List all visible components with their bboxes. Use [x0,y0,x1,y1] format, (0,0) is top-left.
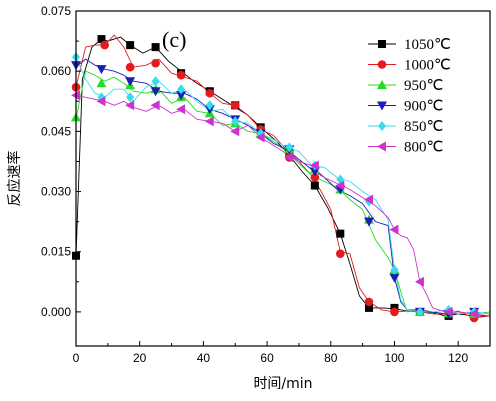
data-point-4 [231,116,240,127]
x-tick-label: 40 [197,351,211,365]
data-point-5 [96,96,106,107]
legend-marker [378,121,386,131]
legend: 1050℃ 1000℃ 950℃ 900℃ 850℃ 800℃ [368,37,451,156]
y-tick-label: 0.060 [41,64,71,78]
data-point-5 [443,306,453,317]
data-point-4 [415,306,424,317]
y-tick-label: 0.045 [41,124,71,138]
data-point-5 [363,194,373,205]
data-point-0 [97,35,106,44]
legend-marker [377,101,387,111]
data-point-0 [336,229,345,238]
data-point-5 [335,180,345,191]
data-point-4 [126,92,135,103]
data-point-5 [389,224,399,235]
plot-markers [71,35,480,323]
data-point-1 [390,307,399,317]
x-tick-label: 0 [73,351,80,365]
data-point-5 [309,160,319,171]
data-point-3 [363,217,374,227]
data-point-3 [96,65,107,75]
data-point-4 [151,76,160,87]
data-point-1 [205,88,215,98]
data-point-5 [230,126,240,137]
data-point-3 [150,87,161,97]
data-point-1 [100,40,109,50]
data-point-5 [284,152,294,163]
data-point-3 [125,77,136,87]
data-point-4 [390,264,399,275]
data-point-4 [177,84,186,95]
legend-label: 950℃ [404,78,443,94]
data-point-0 [151,43,160,52]
y-tick-label: 0.075 [41,4,71,18]
data-point-5 [469,308,479,319]
data-point-1 [125,62,135,72]
data-point-5 [176,104,186,115]
y-tick-label: 0.015 [41,245,71,259]
x-tick-label: 80 [324,351,338,365]
legend-marker [377,80,387,89]
data-point-5 [204,116,214,127]
legend-label: 1000℃ [404,58,451,74]
data-point-2 [96,78,107,88]
x-axis: 0 20 40 60 80 100 120 [73,341,468,365]
data-point-0 [126,41,135,50]
data-point-1 [364,297,374,307]
y-axis-title: 反应速率 [6,151,23,207]
x-tick-label: 20 [133,351,147,365]
x-axis-title: 时间/min [253,376,312,392]
y-tick-label: 0.000 [41,305,71,319]
panel-label: (c) [162,27,186,52]
data-point-4 [285,142,294,153]
x-tick-label: 120 [448,351,468,365]
data-point-1 [176,70,186,80]
legend-marker [377,60,387,69]
y-tick-label: 0.030 [41,185,71,199]
x-tick-label: 100 [384,351,404,365]
data-point-5 [255,132,265,143]
legend-label: 1050℃ [404,37,451,53]
data-point-3 [176,91,187,101]
series-line-3 [75,58,491,315]
data-point-1 [336,249,345,259]
data-point-5 [150,100,160,111]
y-axis: 0.000 0.015 0.030 0.045 0.060 0.075 [41,4,81,319]
data-point-1 [230,100,240,110]
legend-label: 850℃ [404,119,443,135]
legend-marker [377,141,386,152]
data-point-5 [414,276,424,287]
data-point-3 [389,273,400,283]
data-point-4 [205,100,214,111]
legend-label: 900℃ [404,99,443,115]
data-point-1 [310,173,320,182]
data-point-0 [364,303,373,312]
legend-marker [378,40,386,48]
data-point-5 [125,100,135,111]
data-point-0 [310,181,319,190]
x-tick-label: 60 [260,351,274,365]
series-line-4 [75,56,491,315]
data-point-1 [151,58,160,68]
data-point-3 [309,167,320,177]
legend-label: 800℃ [404,140,443,156]
plot-frame [75,10,491,347]
